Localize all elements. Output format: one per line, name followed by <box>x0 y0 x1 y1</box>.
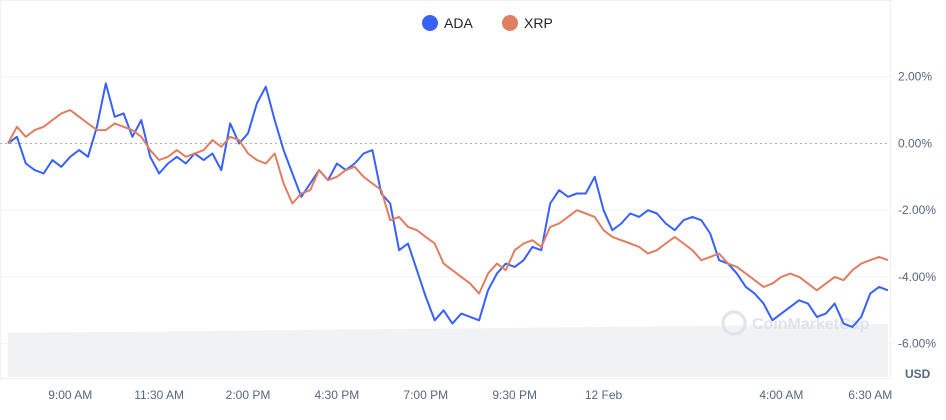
legend-item-ada[interactable]: ADA <box>422 15 473 31</box>
currency-label: USD <box>905 367 931 381</box>
series-lines <box>7 82 889 328</box>
y-tick-label: -4.00% <box>898 270 936 284</box>
y-tick-label: 2.00% <box>898 70 932 84</box>
x-tick-label: 9:00 AM <box>48 388 92 402</box>
x-tick-label: 7:00 PM <box>403 388 448 402</box>
x-tick-label: 4:00 AM <box>759 388 803 402</box>
legend-label: ADA <box>444 15 473 31</box>
grid-lines <box>0 76 890 345</box>
x-tick-label: 11:30 AM <box>134 388 184 402</box>
volume-fill <box>8 324 888 377</box>
x-axis: 9:00 AM 11:30 AM 2:00 PM 4:30 PM 7:00 PM 9:30… <box>48 388 892 402</box>
legend-item-xrp[interactable]: XRP <box>502 15 553 31</box>
x-tick-label: 6:30 AM <box>848 388 892 402</box>
legend-marker <box>422 15 438 31</box>
legend-label: XRP <box>524 15 553 31</box>
legend-marker <box>502 15 518 31</box>
legend[interactable]: ADA XRP <box>422 15 553 31</box>
coinmarketcap-logo-icon <box>721 310 747 336</box>
y-tick-label: 0.00% <box>898 136 932 150</box>
watermark-text: CoinMarketCap <box>752 316 870 333</box>
x-tick-label: 12 Feb <box>585 388 623 402</box>
volume-area <box>8 324 888 377</box>
x-tick-label: 2:00 PM <box>226 388 271 402</box>
x-tick-label: 4:30 PM <box>315 388 360 402</box>
series-line-xrp <box>7 109 889 295</box>
x-tick-label: 9:30 PM <box>492 388 537 402</box>
y-tick-label: -6.00% <box>898 337 936 351</box>
y-tick-label: -2.00% <box>898 203 936 217</box>
chart-border <box>0 0 891 379</box>
y-axis: 2.00% 0.00% -2.00% -4.00% -6.00% <box>898 70 936 351</box>
watermark: CoinMarketCap <box>721 310 870 336</box>
series-line-ada <box>7 82 889 328</box>
